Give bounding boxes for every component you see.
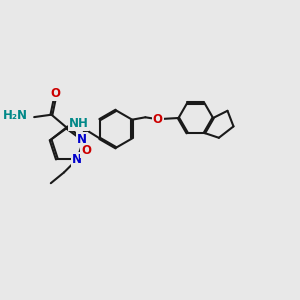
Text: O: O	[153, 113, 163, 126]
Text: N: N	[72, 153, 82, 166]
Text: O: O	[50, 87, 60, 100]
Text: N: N	[77, 134, 87, 146]
Text: H₂N: H₂N	[3, 110, 28, 122]
Text: NH: NH	[69, 117, 88, 130]
Text: O: O	[81, 144, 91, 157]
